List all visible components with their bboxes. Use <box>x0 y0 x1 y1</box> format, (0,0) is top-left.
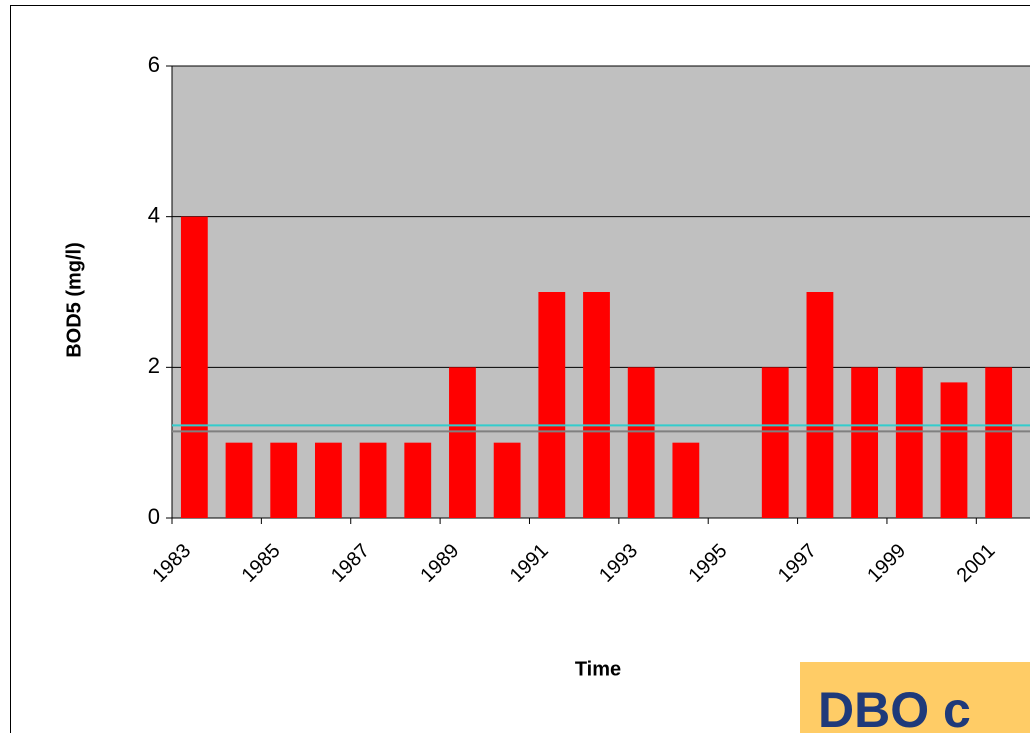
bar <box>672 442 700 518</box>
bar <box>493 442 521 518</box>
y-axis-label: BOD5 (mg/l) <box>63 242 85 358</box>
bar <box>404 442 432 518</box>
y-tick-label: 0 <box>148 504 160 529</box>
bar <box>270 442 298 518</box>
bar <box>449 367 476 518</box>
bar <box>985 367 1013 518</box>
overlay-box <box>800 662 1030 733</box>
x-axis-label: Time <box>575 658 621 680</box>
bar <box>225 442 253 518</box>
y-tick-label: 2 <box>148 353 160 378</box>
bar <box>538 292 566 518</box>
bar <box>627 367 655 518</box>
bar <box>314 442 342 518</box>
overlay-text: DBO c <box>818 682 971 733</box>
y-tick-label: 6 <box>148 52 160 77</box>
bar <box>761 367 789 518</box>
bar <box>895 367 923 518</box>
y-tick-label: 4 <box>148 202 160 227</box>
bar <box>583 292 610 518</box>
bar <box>180 216 208 518</box>
bar <box>359 442 387 518</box>
bar <box>851 367 879 518</box>
bar <box>940 382 968 518</box>
bar <box>806 292 834 518</box>
